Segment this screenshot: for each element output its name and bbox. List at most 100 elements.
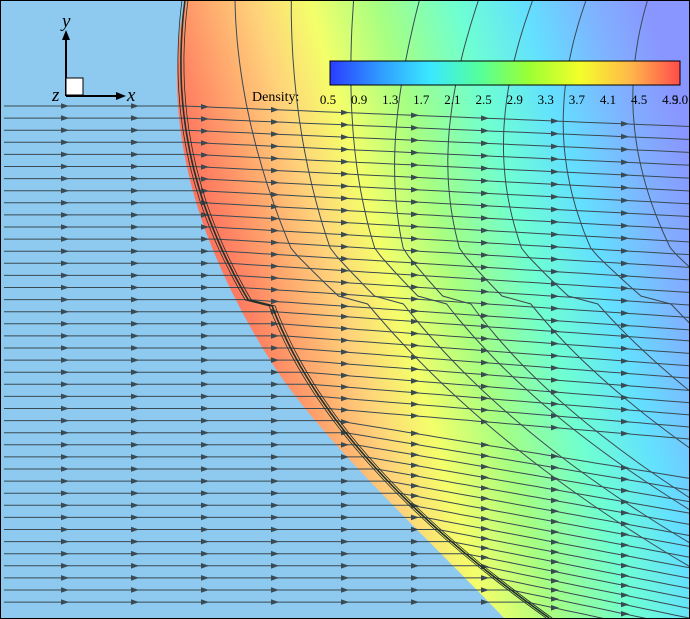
streamline-arrowhead xyxy=(201,284,209,291)
streamline-arrowhead xyxy=(481,535,489,542)
streamline-arrowhead xyxy=(61,466,69,472)
streamline-arrowhead xyxy=(271,321,279,327)
streamline-arrowhead xyxy=(271,155,279,162)
streamline-arrowhead xyxy=(341,360,349,367)
streamline-arrowhead xyxy=(61,296,69,303)
density-colorbar: Density: 0.5 0.9 1.3 1.7 2.1 2.5 2.9 3.3 3.7 4.1 4… xyxy=(252,60,688,107)
streamline-arrowhead xyxy=(551,328,559,335)
streamline-arrowhead xyxy=(411,493,419,499)
streamline-arrowhead xyxy=(201,176,209,182)
streamline-arrowhead xyxy=(621,601,629,608)
streamline-arrowhead xyxy=(61,345,69,351)
streamline xyxy=(4,504,690,558)
streamline-arrowhead xyxy=(551,168,559,175)
colorbar-tick-label: 2.1 xyxy=(444,92,460,107)
streamline-arrowhead xyxy=(341,349,349,355)
streamline-arrowhead xyxy=(61,151,69,158)
streamline-arrowhead xyxy=(271,575,279,581)
streamline-arrowhead xyxy=(411,452,419,458)
colorbar-tick-label: 3.3 xyxy=(538,92,554,107)
streamline-arrowhead xyxy=(201,502,209,509)
colorbar-tick-label: 3.7 xyxy=(569,92,586,107)
streamline-arrowhead xyxy=(201,321,209,327)
streamline-arrowhead xyxy=(411,354,419,361)
streamline-arrowhead xyxy=(341,502,349,509)
colorbar-tick-label: 2.9 xyxy=(507,92,523,107)
streamline-arrowhead xyxy=(411,296,419,302)
streamline-arrowhead xyxy=(61,260,69,267)
streamline-arrowhead xyxy=(481,587,489,593)
streamline-arrowhead xyxy=(61,187,69,194)
streamline-arrowhead xyxy=(201,526,209,533)
streamline-arrowhead xyxy=(271,526,279,533)
streamline xyxy=(4,359,690,392)
streamline-arrowhead xyxy=(411,199,419,205)
streamline-arrowhead xyxy=(131,284,139,291)
streamline-arrowhead xyxy=(551,596,559,602)
streamline-arrowhead xyxy=(481,227,489,234)
streamline-arrowhead xyxy=(551,231,559,238)
streamline-arrowhead xyxy=(621,235,629,242)
streamline-arrowhead xyxy=(201,152,209,158)
streamline-arrowhead xyxy=(61,526,69,533)
density-contour xyxy=(632,0,690,269)
streamline-arrowhead xyxy=(201,563,209,569)
streamline-arrowhead xyxy=(481,516,489,522)
streamline-arrowhead xyxy=(131,260,139,267)
streamline-arrowhead xyxy=(551,206,559,213)
streamline-arrowhead xyxy=(61,405,69,412)
streamline-arrowhead xyxy=(271,286,279,293)
streamline xyxy=(4,250,690,281)
streamline-arrowhead xyxy=(271,275,279,281)
streamline-arrowhead xyxy=(271,478,279,484)
streamline-arrowhead xyxy=(61,369,69,375)
streamline-arrowhead xyxy=(271,514,279,521)
streamline-arrowhead xyxy=(621,210,629,216)
streamline xyxy=(4,226,690,256)
x-axis-arrowhead xyxy=(116,92,126,100)
streamline-arrowhead xyxy=(481,127,489,134)
streamline-arrowhead xyxy=(481,463,489,470)
streamline-arrowhead xyxy=(411,526,419,533)
streamline-arrowhead xyxy=(271,131,279,137)
streamline-arrowhead xyxy=(201,369,209,375)
streamline-arrowhead xyxy=(481,140,489,147)
streamline-arrowhead xyxy=(61,393,69,400)
streamline-arrowhead xyxy=(271,502,279,509)
streamline-arrowhead xyxy=(271,179,279,186)
streamline-arrowhead xyxy=(131,478,139,484)
streamline-arrowhead xyxy=(551,143,559,150)
streamline-arrowhead xyxy=(131,212,139,218)
streamline-arrowhead xyxy=(201,140,209,146)
streamline xyxy=(4,238,690,268)
streamline-arrowhead xyxy=(411,483,419,489)
streamline-arrowhead xyxy=(61,212,69,218)
streamline-arrowhead xyxy=(61,429,69,436)
streamline-arrowhead xyxy=(411,330,419,337)
streamline-arrowhead xyxy=(131,454,139,460)
streamlines xyxy=(4,103,690,619)
streamline-arrowhead xyxy=(131,490,139,496)
streamline-arrowhead xyxy=(61,550,69,557)
streamline xyxy=(4,492,690,548)
streamline-arrowhead xyxy=(411,211,419,218)
streamline-arrowhead xyxy=(621,273,629,279)
streamline-arrowhead xyxy=(341,514,349,521)
streamline-arrowhead xyxy=(341,419,349,425)
streamline xyxy=(4,129,690,153)
streamline-arrowhead xyxy=(621,297,629,304)
streamline-arrowhead xyxy=(341,372,349,379)
streamline-arrowhead xyxy=(341,231,349,238)
streamline-arrowhead xyxy=(411,125,419,131)
streamline-arrowhead xyxy=(271,550,279,557)
streamline-arrowhead xyxy=(481,347,489,354)
streamline-arrowhead xyxy=(621,562,629,569)
streamline-arrowhead xyxy=(341,478,349,484)
streamline-arrowhead xyxy=(621,542,629,548)
streamline-arrowhead xyxy=(131,139,139,146)
streamline-arrowhead xyxy=(201,429,209,436)
streamline-arrowhead xyxy=(621,370,629,376)
streamline-arrowhead xyxy=(411,378,419,384)
streamline-arrowhead xyxy=(201,550,209,557)
streamline-arrowhead xyxy=(201,104,209,110)
